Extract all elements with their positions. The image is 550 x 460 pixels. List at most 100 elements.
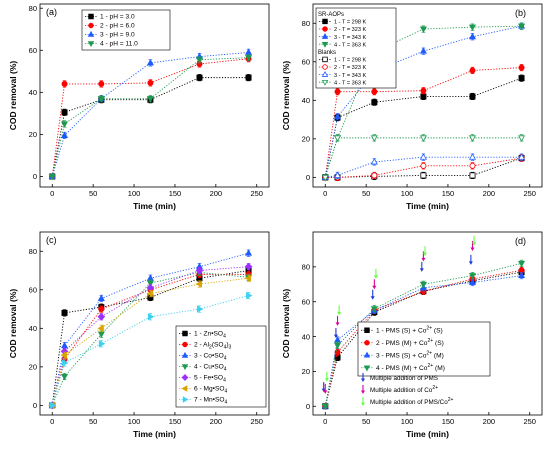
legend-entry: 7 - Mn•SO4 [194,397,228,406]
legend-marker [182,330,188,337]
addition-legend-entry: Multiple addition of PMS [370,375,438,382]
x-tick-label: 100 [401,189,414,198]
data-point [371,99,378,106]
data-point [195,266,204,275]
data-point [48,174,56,181]
legend-entry: 3 - PMS (S) + Co2+ (M) [376,350,444,359]
data-point [370,135,378,142]
series-line [51,270,249,406]
data-point [244,262,253,271]
legend-entry: 3 - Co•SO4 [194,353,227,362]
data-point [518,135,526,142]
data-point [321,174,329,182]
series-line [324,271,522,407]
panel-label: (a) [46,7,57,17]
data-point [61,109,68,116]
series-line [51,57,249,177]
data-point [420,93,427,100]
data-point [98,80,105,87]
plot-frame [312,3,543,188]
series-line [324,275,522,407]
series-line [51,58,249,177]
panel-label: (b) [515,8,526,18]
y-axis-label: COD removal (%) [281,289,291,359]
plot-frame [312,231,543,416]
legend-entry: 4 - T = 363 K [334,42,367,48]
legend-group-header: SR-AOPs [318,12,344,18]
legend-entry: 4 - T = 363 K [334,80,367,86]
data-point [468,153,477,160]
data-point [97,96,105,103]
legend-group-header: Blanks [318,50,336,56]
y-axis-label: COD removal (%) [281,61,291,131]
data-point [97,312,106,321]
legend-entry: 3 - T = 343 K [334,35,367,41]
legend: 1 - PMS (S) + Co2+ (S) 2 - PMS (M) + Co2+… [357,321,491,406]
data-point [245,55,253,62]
data-point [371,88,378,95]
legend-box [315,7,397,89]
addition-arrow-head [372,285,377,290]
data-point [196,74,203,81]
legend-entry: 1 - Zn•SO4 [194,331,226,340]
legend-marker [182,396,189,403]
legend-entry: 2 - T = 323 K [334,27,367,33]
data-point [469,172,476,179]
data-point [419,281,427,289]
data-point [61,80,68,87]
addition-legend-entry: Multiple addition of PMS/Co2+ [370,397,453,406]
data-point [370,158,378,165]
addition-arrow-head [472,242,477,246]
y-tick-label: 20 [302,135,310,144]
addition-arrow-head [323,390,328,394]
x-tick-label: 100 [128,189,141,198]
legend-marker [87,41,95,48]
data-point [244,274,252,282]
legend-marker [364,340,370,346]
data-point [371,172,378,179]
legend-marker [182,341,188,348]
data-point [321,403,329,411]
data-point [60,351,68,359]
addition-arrow-head [333,334,338,339]
data-point [49,401,57,409]
panel-c: 0 50 100 150 200 250 0 20 40 60 80 Time (min) COD re… [8,231,270,439]
data-point [419,26,427,33]
legend: 1 - Zn•SO4 2 - Al2(SO4)3 3 - Co•SO4 4 - Cu•… [175,325,267,408]
legend-entry: 4 - pH = 11.0 [100,41,138,48]
data-point [146,290,153,298]
x-tick-label: 200 [483,417,496,426]
data-point [333,342,342,350]
y-tick-label: 80 [302,263,310,272]
x-tick-label: 250 [250,189,263,198]
y-axis-label: COD removal (%) [8,61,18,131]
legend-entry: 1 - pH = 3.0 [100,14,135,21]
data-point [518,64,525,71]
legend-entry: 1 - PMS (S) + Co2+ (S) [376,325,443,334]
legend-entry: 2 - T = 323 K [334,65,367,71]
data-point [370,306,378,313]
series-line [51,273,249,406]
y-tick-label: 80 [302,19,310,28]
addition-arrow-head [468,261,473,265]
series-line [325,156,522,178]
legend-entry: 4 - Cu•SO4 [194,364,227,373]
data-point [61,309,68,316]
panel-d: 0 50 100 150 200 250 0 20 40 60 80 Time (min) COD re… [281,231,543,439]
legend-marker [363,365,371,372]
x-tick-label: 150 [442,189,455,198]
data-point [468,32,477,40]
panel-label: (d) [515,236,526,246]
data-point [147,79,154,86]
data-point [333,112,342,120]
legend-entry: 6 - Mg•SO4 [194,386,228,395]
series-line [325,157,522,178]
legend-entry: 2 - pH = 6.0 [100,23,135,30]
data-point [468,135,477,142]
x-tick-label: 0 [323,189,327,198]
x-tick-label: 200 [210,189,223,198]
legend-marker [322,64,328,70]
addition-arrow-head [337,311,342,316]
data-point [147,313,155,321]
